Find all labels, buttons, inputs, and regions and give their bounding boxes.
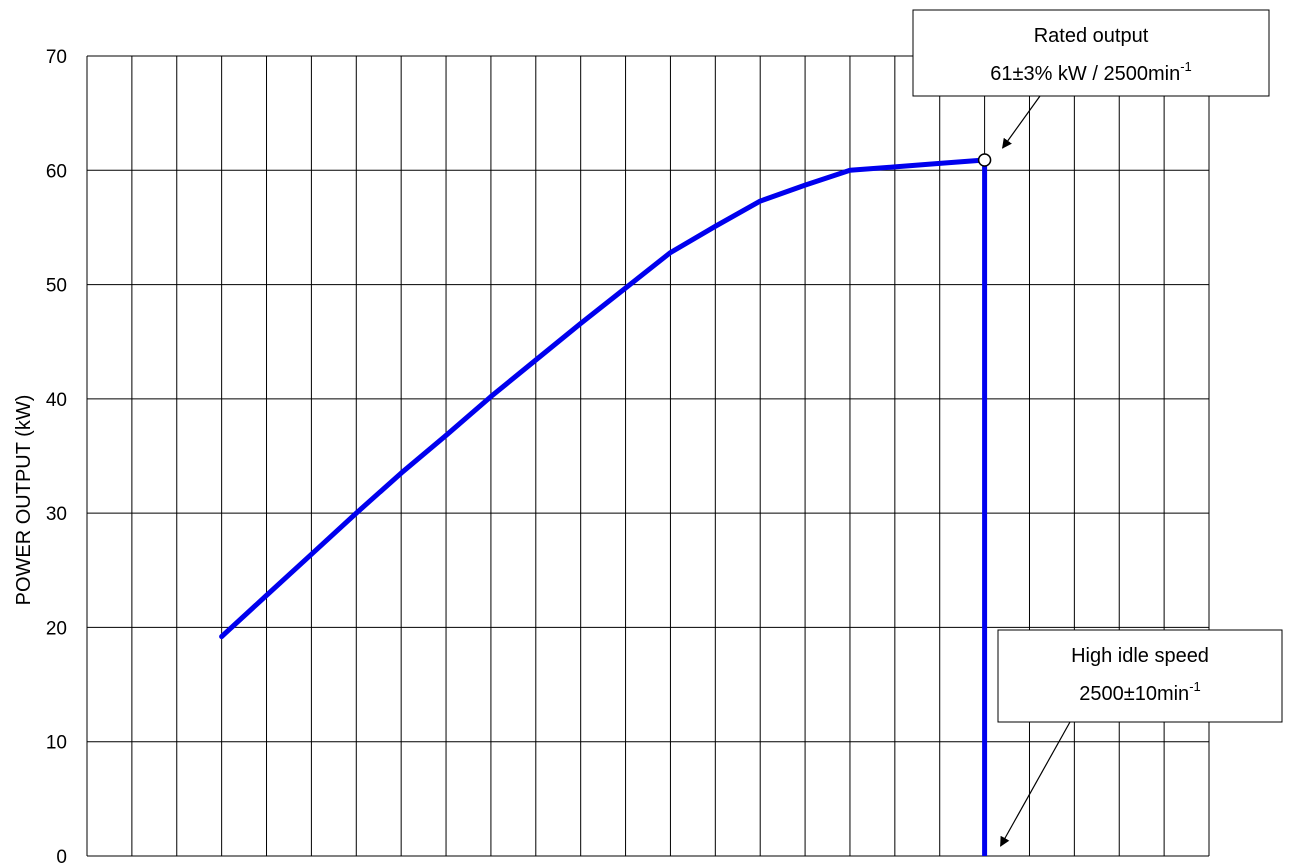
y-tick-label: 50 <box>46 276 67 297</box>
high-idle-callout: High idle speed 2500±10min-1 <box>997 629 1283 847</box>
y-tick-label: 40 <box>46 390 67 411</box>
rated-output-callout: Rated output 61±3% kW / 2500min-1 <box>912 9 1270 149</box>
rated-output-marker <box>977 153 992 167</box>
y-tick-labels: 0 10 20 30 40 50 60 70 <box>46 47 67 863</box>
y-tick-label: 60 <box>46 161 67 182</box>
annotations: Rated output 61±3% kW / 2500min-1 High idl… <box>912 9 1283 847</box>
y-tick-label: 70 <box>46 47 67 68</box>
y-tick-label: 0 <box>56 847 67 863</box>
rated-output-callout-box <box>912 9 1270 97</box>
high-idle-callout-title: High idle speed <box>1071 645 1209 667</box>
y-tick-label: 10 <box>46 733 67 754</box>
rated-output-callout-arrow <box>1002 95 1041 149</box>
high-idle-callout-box <box>997 629 1283 723</box>
high-idle-callout-arrow <box>1000 721 1071 847</box>
power-curve-line <box>219 157 988 640</box>
y-axis-title: POWER OUTPUT (kW) <box>13 395 35 606</box>
y-tick-label: 20 <box>46 618 67 639</box>
grid <box>86 55 1210 857</box>
rated-output-callout-value: 61±3% kW / 2500min-1 <box>990 59 1192 85</box>
high-idle-callout-value: 2500±10min-1 <box>1079 679 1201 705</box>
series <box>219 157 988 856</box>
y-tick-label: 30 <box>46 504 67 525</box>
rated-output-callout-title: Rated output <box>1034 25 1149 47</box>
